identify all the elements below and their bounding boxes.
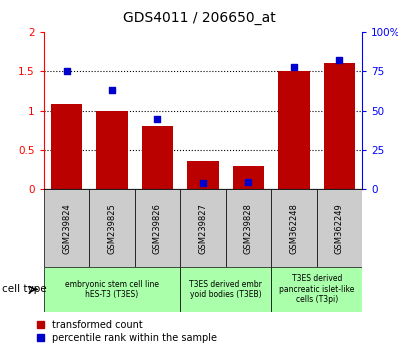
- Bar: [89, 189, 135, 267]
- Bar: [180, 267, 271, 312]
- Text: GSM239825: GSM239825: [107, 203, 117, 254]
- Text: GSM362249: GSM362249: [335, 203, 344, 254]
- Text: GSM239826: GSM239826: [153, 203, 162, 254]
- Text: cell type: cell type: [2, 284, 47, 295]
- Bar: [180, 189, 226, 267]
- Point: [336, 57, 343, 63]
- Bar: [226, 189, 271, 267]
- Bar: [232, 166, 264, 189]
- Bar: [44, 267, 180, 312]
- Bar: [271, 267, 362, 312]
- Point: [291, 64, 297, 69]
- Bar: [278, 71, 310, 189]
- Text: GDS4011 / 206650_at: GDS4011 / 206650_at: [123, 11, 275, 25]
- Point: [154, 116, 161, 121]
- Text: T3ES derived embr
yoid bodies (T3EB): T3ES derived embr yoid bodies (T3EB): [189, 280, 262, 299]
- Point: [200, 180, 206, 186]
- Bar: [271, 189, 317, 267]
- Bar: [317, 189, 362, 267]
- Bar: [51, 104, 82, 189]
- Bar: [324, 63, 355, 189]
- Bar: [187, 161, 219, 189]
- Text: GSM362248: GSM362248: [289, 203, 298, 254]
- Text: embryonic stem cell line
hES-T3 (T3ES): embryonic stem cell line hES-T3 (T3ES): [65, 280, 159, 299]
- Point: [63, 68, 70, 74]
- Point: [109, 87, 115, 93]
- Text: GSM239827: GSM239827: [199, 203, 207, 254]
- Bar: [96, 110, 128, 189]
- Legend: transformed count, percentile rank within the sample: transformed count, percentile rank withi…: [37, 320, 217, 343]
- Bar: [135, 189, 180, 267]
- Text: T3ES derived
pancreatic islet-like
cells (T3pi): T3ES derived pancreatic islet-like cells…: [279, 274, 354, 304]
- Bar: [142, 126, 174, 189]
- Text: GSM239828: GSM239828: [244, 203, 253, 254]
- Point: [245, 179, 252, 184]
- Text: GSM239824: GSM239824: [62, 203, 71, 254]
- Bar: [44, 189, 89, 267]
